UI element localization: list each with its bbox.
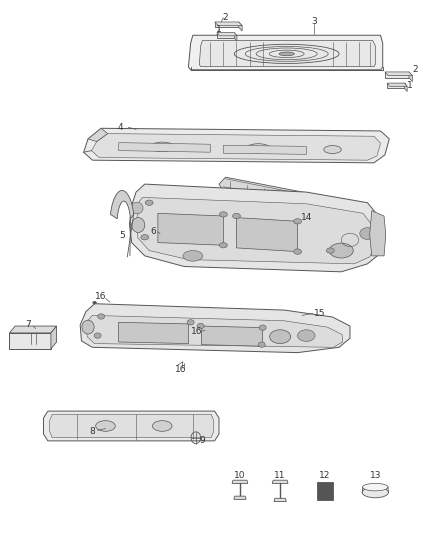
- Ellipse shape: [152, 421, 172, 431]
- Polygon shape: [201, 326, 263, 346]
- Text: 13: 13: [370, 472, 381, 480]
- Polygon shape: [215, 22, 239, 27]
- Ellipse shape: [98, 314, 105, 319]
- Ellipse shape: [326, 248, 334, 253]
- Ellipse shape: [360, 228, 375, 239]
- Polygon shape: [405, 83, 407, 92]
- Polygon shape: [274, 498, 286, 502]
- Polygon shape: [10, 333, 51, 349]
- Ellipse shape: [132, 217, 145, 232]
- Polygon shape: [188, 35, 383, 70]
- Ellipse shape: [297, 330, 315, 342]
- Text: 1: 1: [407, 81, 413, 90]
- Polygon shape: [88, 128, 108, 142]
- Text: 8: 8: [89, 427, 95, 436]
- Text: 7: 7: [25, 320, 31, 329]
- Text: 4: 4: [118, 123, 124, 132]
- Polygon shape: [223, 146, 306, 155]
- Text: 16: 16: [175, 365, 187, 374]
- Ellipse shape: [233, 213, 240, 219]
- Polygon shape: [237, 217, 297, 252]
- Polygon shape: [158, 213, 223, 245]
- Ellipse shape: [94, 333, 101, 338]
- Polygon shape: [215, 22, 242, 26]
- Polygon shape: [86, 316, 343, 348]
- Polygon shape: [80, 304, 350, 353]
- Text: 12: 12: [319, 472, 330, 480]
- Polygon shape: [387, 83, 405, 88]
- Polygon shape: [130, 184, 385, 272]
- Ellipse shape: [246, 144, 270, 154]
- Text: 10: 10: [234, 472, 246, 480]
- Polygon shape: [10, 326, 57, 333]
- Polygon shape: [92, 134, 381, 160]
- Polygon shape: [119, 143, 210, 152]
- Text: 5: 5: [119, 231, 125, 240]
- Polygon shape: [43, 411, 219, 441]
- Ellipse shape: [141, 235, 149, 240]
- Ellipse shape: [219, 212, 227, 217]
- Ellipse shape: [197, 324, 204, 329]
- Polygon shape: [219, 177, 363, 213]
- Ellipse shape: [145, 200, 153, 205]
- Polygon shape: [409, 72, 413, 82]
- Polygon shape: [239, 22, 242, 31]
- Ellipse shape: [293, 219, 301, 224]
- Text: 2: 2: [413, 66, 418, 74]
- Polygon shape: [49, 414, 214, 438]
- Polygon shape: [51, 326, 57, 349]
- Polygon shape: [119, 322, 188, 344]
- Polygon shape: [317, 482, 332, 500]
- Polygon shape: [232, 480, 248, 483]
- Text: 2: 2: [222, 13, 227, 22]
- Ellipse shape: [362, 487, 389, 498]
- Ellipse shape: [183, 251, 203, 261]
- Ellipse shape: [324, 146, 341, 154]
- Text: 6: 6: [151, 228, 156, 237]
- Polygon shape: [385, 72, 409, 78]
- Text: 3: 3: [311, 18, 317, 27]
- Text: 9: 9: [200, 437, 205, 446]
- Text: 11: 11: [274, 472, 286, 480]
- Text: 1: 1: [216, 25, 222, 34]
- Ellipse shape: [293, 249, 301, 254]
- Polygon shape: [387, 83, 407, 86]
- Polygon shape: [137, 197, 375, 264]
- Polygon shape: [217, 33, 234, 38]
- Text: 15: 15: [314, 309, 325, 318]
- Ellipse shape: [270, 330, 290, 344]
- Ellipse shape: [329, 243, 353, 258]
- Ellipse shape: [259, 325, 266, 330]
- Polygon shape: [84, 128, 389, 163]
- Ellipse shape: [93, 301, 96, 304]
- Ellipse shape: [150, 142, 174, 152]
- Text: 14: 14: [300, 213, 312, 222]
- Polygon shape: [385, 72, 413, 76]
- Ellipse shape: [219, 243, 227, 248]
- Ellipse shape: [131, 202, 143, 214]
- Polygon shape: [199, 41, 375, 67]
- Ellipse shape: [82, 320, 94, 334]
- Polygon shape: [110, 190, 134, 219]
- Ellipse shape: [363, 483, 388, 491]
- Text: 16: 16: [191, 327, 202, 336]
- Polygon shape: [234, 33, 237, 41]
- Polygon shape: [370, 211, 386, 256]
- Ellipse shape: [187, 320, 194, 325]
- Ellipse shape: [95, 421, 115, 431]
- Polygon shape: [234, 496, 246, 499]
- Polygon shape: [217, 33, 237, 36]
- Text: 16: 16: [95, 292, 106, 301]
- Ellipse shape: [279, 52, 294, 56]
- Ellipse shape: [258, 342, 265, 348]
- Polygon shape: [272, 480, 288, 483]
